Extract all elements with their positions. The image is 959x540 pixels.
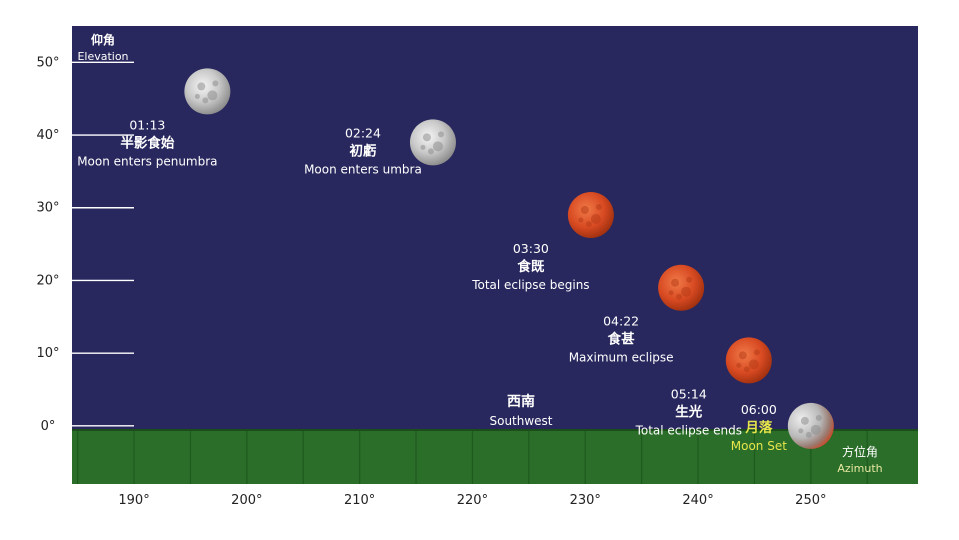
- moon-crater: [805, 431, 812, 438]
- event-name-cn: 食甚: [608, 331, 636, 348]
- event-label-0600: 06:00 月落 Moon Set: [731, 402, 787, 453]
- moon-crater: [578, 217, 584, 223]
- event-name-cn: 食既: [517, 258, 545, 275]
- moon-crater: [194, 93, 200, 99]
- moon-crater: [743, 366, 750, 373]
- direction-label: 西南 Southwest: [489, 393, 552, 428]
- direction-label-en: Southwest: [489, 414, 552, 428]
- x-axis-title: 方位角 Azimuth: [837, 444, 882, 475]
- moon-crater: [815, 414, 822, 421]
- event-time: 03:30: [513, 241, 549, 256]
- x-tick-label: 200°: [231, 493, 262, 508]
- direction-label-cn: 西南: [507, 393, 535, 410]
- moon-crater: [212, 80, 219, 87]
- event-time: 06:00: [741, 402, 777, 417]
- moon-crater: [202, 97, 209, 104]
- y-tick-label: 20°: [36, 273, 59, 288]
- moon-marker-0330: [567, 192, 614, 239]
- event-label-0224: 02:24 初虧 Moon enters umbra: [304, 125, 422, 176]
- moon-crater: [686, 276, 693, 283]
- event-name-cn: 半影食始: [120, 134, 174, 151]
- moon-crater: [427, 148, 434, 155]
- event-time: 05:14: [671, 386, 707, 401]
- moon-crater: [437, 131, 444, 138]
- event-name-cn: 生光: [675, 403, 702, 420]
- x-tick-label: 210°: [344, 493, 375, 508]
- moon-marker-0600: [787, 402, 834, 449]
- event-name-en: Moon enters penumbra: [77, 154, 217, 168]
- moon-marker-0113: [184, 68, 231, 115]
- event-name-en: Total eclipse ends: [635, 423, 742, 437]
- moon-marker-0514: [725, 337, 772, 384]
- event-name-en: Moon enters umbra: [304, 162, 422, 176]
- moon-crater: [420, 144, 426, 150]
- moon-crater: [738, 351, 747, 360]
- y-tick-label: 40°: [36, 128, 59, 143]
- event-time: 02:24: [345, 125, 381, 140]
- event-name-cn: 月落: [744, 419, 772, 436]
- event-label-0514: 05:14 生光 Total eclipse ends: [635, 386, 742, 437]
- moon-crater: [800, 416, 809, 425]
- moon-crater: [676, 293, 683, 300]
- y-grid-lines: [72, 61, 134, 427]
- event-name-cn: 初虧: [349, 142, 376, 159]
- moon-marker-0224: [409, 119, 456, 166]
- moon-crater: [798, 428, 804, 434]
- moon-crater: [432, 141, 443, 152]
- y-tick-label: 0°: [41, 419, 56, 434]
- moon-crater: [748, 359, 759, 370]
- moon-crater: [207, 90, 218, 101]
- moon-crater: [590, 214, 601, 225]
- moon-crater: [736, 362, 742, 368]
- event-name-en: Maximum eclipse: [569, 351, 674, 365]
- moon-crater: [810, 424, 821, 435]
- moon-crater: [580, 206, 589, 215]
- y-tick-labels: 0° 10° 20° 30° 40° 50°: [36, 55, 59, 433]
- event-label-0422: 04:22 食甚 Maximum eclipse: [569, 314, 674, 365]
- y-tick-label: 50°: [36, 55, 59, 70]
- moon-crater: [422, 133, 431, 142]
- moon-crater: [595, 204, 602, 211]
- y-axis-title: 仰角 Elevation: [77, 32, 128, 63]
- moon-crater: [671, 278, 680, 287]
- x-tick-label: 190°: [118, 493, 149, 508]
- event-time: 04:22: [603, 314, 639, 329]
- y-tick-label: 10°: [36, 346, 59, 361]
- event-time: 01:13: [129, 117, 165, 132]
- moon-marker-0422: [658, 264, 705, 311]
- ground-area: [72, 430, 918, 484]
- x-tick-label: 240°: [682, 493, 713, 508]
- event-name-en: Moon Set: [731, 439, 787, 453]
- event-label-0330: 03:30 食既 Total eclipse begins: [471, 241, 589, 292]
- moon-crater: [668, 290, 674, 296]
- event-label-0113: 01:13 半影食始 Moon enters penumbra: [77, 117, 217, 168]
- event-labels: 01:13 半影食始 Moon enters penumbra 02:24 初虧 Moon…: [77, 117, 787, 452]
- moon-markers: [184, 68, 834, 449]
- ground-grid-lines: [77, 431, 868, 484]
- x-tick-label: 230°: [570, 493, 601, 508]
- y-axis-label-cn: 仰角: [91, 32, 115, 47]
- x-tick-labels: 190° 200° 210° 220° 230° 240° 250°: [118, 493, 826, 508]
- x-axis-label-cn: 方位角: [842, 444, 878, 459]
- x-tick-label: 220°: [457, 493, 488, 508]
- event-name-en: Total eclipse begins: [471, 278, 589, 292]
- x-tick-label: 250°: [795, 493, 826, 508]
- moon-crater: [681, 286, 692, 297]
- y-tick-label: 30°: [36, 201, 59, 216]
- moon-crater: [753, 349, 760, 356]
- x-axis-label-en: Azimuth: [837, 462, 882, 475]
- moon-crater: [197, 82, 206, 91]
- moon-crater: [585, 221, 592, 228]
- y-axis-label-en: Elevation: [77, 50, 128, 63]
